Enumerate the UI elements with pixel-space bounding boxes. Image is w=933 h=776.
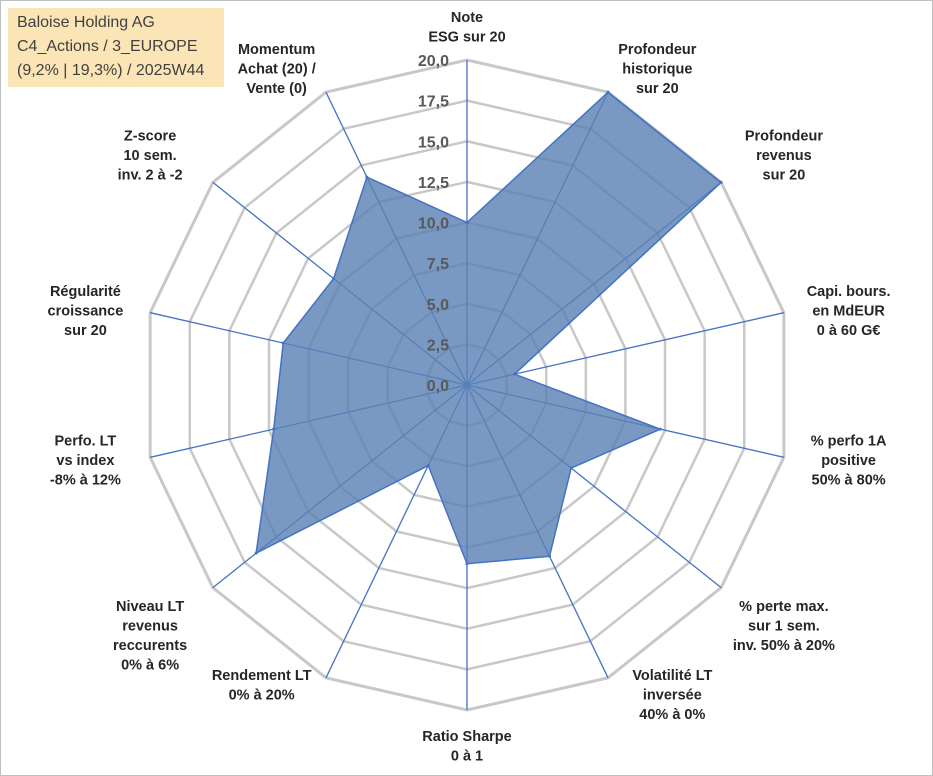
data-point: [332, 277, 336, 281]
radar-series: [254, 90, 723, 566]
radar-tick-labels: 0,0 2,5 5,0 7,5 10,0 12,5 15,0 17,5 20,0: [418, 53, 449, 395]
axis-label: % perfo 1A positive 50% à 80%: [811, 433, 887, 488]
title-stats: (9,2% | 19,3%) / 2025W44: [17, 62, 205, 79]
data-point: [569, 466, 573, 470]
data-point: [281, 341, 285, 345]
axis-label: Régularité croissance sur 20: [48, 284, 124, 339]
data-point: [365, 175, 369, 179]
tick-label: 5,0: [427, 297, 449, 314]
axis-label: Z-score 10 sem. inv. 2 à -2: [118, 129, 183, 184]
data-point: [606, 90, 610, 94]
axis-label: Profondeur revenus sur 20: [745, 129, 823, 184]
tick-label: 10,0: [418, 216, 449, 233]
series-area: [255, 91, 723, 565]
axis-label: Rendement LT 0% à 20%: [212, 668, 312, 704]
axis-spoke: [466, 312, 784, 386]
axis-label: Profondeur historique sur 20: [618, 42, 696, 97]
data-point: [426, 464, 430, 468]
tick-label: 0,0: [427, 378, 449, 395]
axis-label: Perfo. LT vs index -8% à 12%: [50, 433, 121, 488]
tick-label: 2,5: [427, 337, 449, 354]
data-point: [719, 180, 723, 184]
data-point: [658, 427, 662, 431]
tick-label: 12,5: [418, 175, 449, 192]
title-company: Baloise Holding AG: [17, 14, 155, 31]
tick-label: 7,5: [427, 256, 449, 273]
title-category: C4_Actions / 3_EUROPE: [17, 38, 198, 55]
axis-label: Niveau LT revenus reccurents 0% à 6%: [113, 599, 187, 674]
axis-label: Momentum Achat (20) / Vente (0): [238, 42, 316, 97]
axis-label: % perte max. sur 1 sem. inv. 50% à 20%: [733, 599, 835, 654]
axis-label: Ratio Sharpe 0 à 1: [422, 729, 511, 765]
tick-label: 15,0: [418, 134, 449, 151]
axis-label: Volatilité LT inversée 40% à 0%: [632, 668, 712, 723]
tick-label: 17,5: [418, 94, 449, 111]
axis-label: Note ESG sur 20: [428, 10, 505, 46]
data-point: [465, 562, 469, 566]
data-point: [547, 554, 551, 558]
data-point: [254, 551, 258, 555]
data-point: [272, 427, 276, 431]
data-point: [513, 372, 517, 376]
radar-axis-labels: Note ESG sur 20 Profondeur historique sur 20…: [48, 10, 891, 765]
tick-label: 20,0: [418, 53, 449, 70]
title-box: Baloise Holding AG C4_Actions / 3_EUROPE…: [8, 8, 224, 87]
data-point: [465, 221, 469, 224]
axis-label: Capi. bours. en MdEUR 0 à 60 G€: [807, 284, 891, 339]
